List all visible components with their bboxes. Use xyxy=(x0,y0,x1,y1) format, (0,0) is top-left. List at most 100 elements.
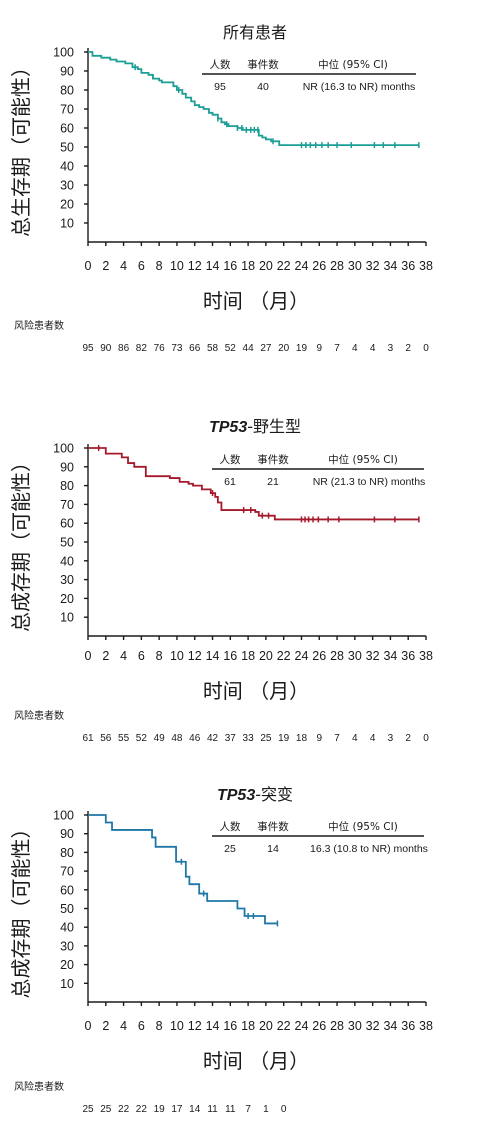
at-risk-count: 33 xyxy=(243,733,255,744)
at-risk-count: 22 xyxy=(136,1104,148,1115)
x-tick-label: 26 xyxy=(312,649,326,663)
at-risk-count: 46 xyxy=(189,733,201,744)
x-tick-label: 18 xyxy=(241,259,255,273)
y-tick-label: 70 xyxy=(60,865,74,879)
table-value-n: 25 xyxy=(224,843,236,855)
at-risk-count: 58 xyxy=(207,343,219,354)
x-tick-label: 12 xyxy=(188,649,202,663)
at-risk-count: 0 xyxy=(423,343,429,354)
y-tick-label: 90 xyxy=(60,827,74,841)
at-risk-count: 11 xyxy=(207,1104,218,1115)
at-risk-count: 14 xyxy=(189,1104,201,1115)
x-axis-label: 时间 （月） xyxy=(203,1049,309,1073)
at-risk-count: 3 xyxy=(388,343,394,354)
x-axis-label: 时间 （月） xyxy=(203,289,309,313)
x-tick-label: 20 xyxy=(259,649,273,663)
y-tick-label: 30 xyxy=(60,573,74,587)
x-tick-label: 38 xyxy=(419,1019,433,1033)
at-risk-count: 90 xyxy=(100,343,112,354)
at-risk-title: 风险患者数 xyxy=(14,1080,64,1093)
at-risk-count: 3 xyxy=(388,733,394,744)
at-risk-count: 61 xyxy=(82,733,94,744)
y-axis-label: 总成存期（可能性） xyxy=(9,819,33,999)
at-risk-count: 66 xyxy=(189,343,201,354)
at-risk-count: 19 xyxy=(278,733,290,744)
x-tick-label: 26 xyxy=(312,1019,326,1033)
at-risk-count: 7 xyxy=(334,733,340,744)
chart-title: 所有患者 xyxy=(223,23,287,42)
x-tick-label: 14 xyxy=(206,649,220,663)
x-tick-label: 34 xyxy=(383,649,397,663)
title-text: -突变 xyxy=(255,785,293,804)
table-value-median: NR (16.3 to NR) months xyxy=(303,81,416,93)
x-tick-label: 34 xyxy=(383,259,397,273)
at-risk-count: 0 xyxy=(423,733,429,744)
table-value-events: 21 xyxy=(267,476,279,488)
at-risk-count: 1 xyxy=(263,1104,269,1115)
y-tick-label: 10 xyxy=(60,977,74,991)
title-text: -野生型 xyxy=(247,417,301,436)
x-tick-label: 34 xyxy=(383,1019,397,1033)
x-tick-label: 18 xyxy=(241,649,255,663)
x-tick-label: 20 xyxy=(259,1019,273,1033)
x-tick-label: 0 xyxy=(85,259,92,273)
table-header-median: 中位 (95% CI) xyxy=(318,58,388,71)
x-tick-label: 6 xyxy=(138,259,145,273)
y-tick-label: 30 xyxy=(60,179,74,193)
x-tick-label: 4 xyxy=(120,259,127,273)
at-risk-count: 7 xyxy=(245,1104,251,1115)
title-gene: TP53 xyxy=(217,787,255,804)
at-risk-count: 49 xyxy=(154,733,166,744)
x-tick-label: 4 xyxy=(120,649,127,663)
x-tick-label: 10 xyxy=(170,259,184,273)
at-risk-count: 4 xyxy=(352,733,358,744)
y-tick-label: 90 xyxy=(60,65,74,79)
at-risk-count: 25 xyxy=(260,733,272,744)
y-axis-label: 总成存期（可能性） xyxy=(9,452,33,632)
y-tick-label: 80 xyxy=(60,479,74,493)
x-tick-label: 24 xyxy=(295,1019,309,1033)
y-tick-label: 100 xyxy=(53,809,74,823)
x-tick-label: 30 xyxy=(348,649,362,663)
table-value-n: 61 xyxy=(224,476,236,488)
x-tick-label: 38 xyxy=(419,649,433,663)
at-risk-count: 42 xyxy=(207,733,219,744)
x-tick-label: 8 xyxy=(156,649,163,663)
y-tick-label: 30 xyxy=(60,939,74,953)
x-tick-label: 14 xyxy=(206,259,220,273)
at-risk-count: 55 xyxy=(118,733,130,744)
x-tick-label: 24 xyxy=(295,259,309,273)
y-tick-label: 20 xyxy=(60,592,74,606)
at-risk-count: 7 xyxy=(334,343,340,354)
x-tick-label: 28 xyxy=(330,649,344,663)
x-tick-label: 8 xyxy=(156,1019,163,1033)
y-tick-label: 50 xyxy=(60,902,74,916)
title-gene: TP53 xyxy=(209,419,247,436)
x-tick-label: 6 xyxy=(138,649,145,663)
x-tick-label: 22 xyxy=(277,1019,291,1033)
x-tick-label: 36 xyxy=(401,1019,415,1033)
table-value-events: 14 xyxy=(267,843,279,855)
y-tick-label: 50 xyxy=(60,141,74,155)
title-text: 所有患者 xyxy=(223,23,287,42)
at-risk-count: 19 xyxy=(154,1104,166,1115)
x-tick-label: 20 xyxy=(259,259,273,273)
at-risk-count: 25 xyxy=(82,1104,94,1115)
x-tick-label: 30 xyxy=(348,1019,362,1033)
y-tick-label: 40 xyxy=(60,554,74,568)
x-tick-label: 18 xyxy=(241,1019,255,1033)
at-risk-count: 22 xyxy=(118,1104,130,1115)
survival-curve xyxy=(88,814,278,925)
x-tick-label: 28 xyxy=(330,1019,344,1033)
at-risk-count: 27 xyxy=(260,343,272,354)
y-tick-label: 100 xyxy=(53,46,74,60)
y-tick-label: 50 xyxy=(60,536,74,550)
x-axis-label: 时间 （月） xyxy=(203,679,309,703)
y-tick-label: 60 xyxy=(60,122,74,136)
x-tick-label: 12 xyxy=(188,1019,202,1033)
x-tick-label: 2 xyxy=(102,259,109,273)
y-tick-label: 20 xyxy=(60,198,74,212)
